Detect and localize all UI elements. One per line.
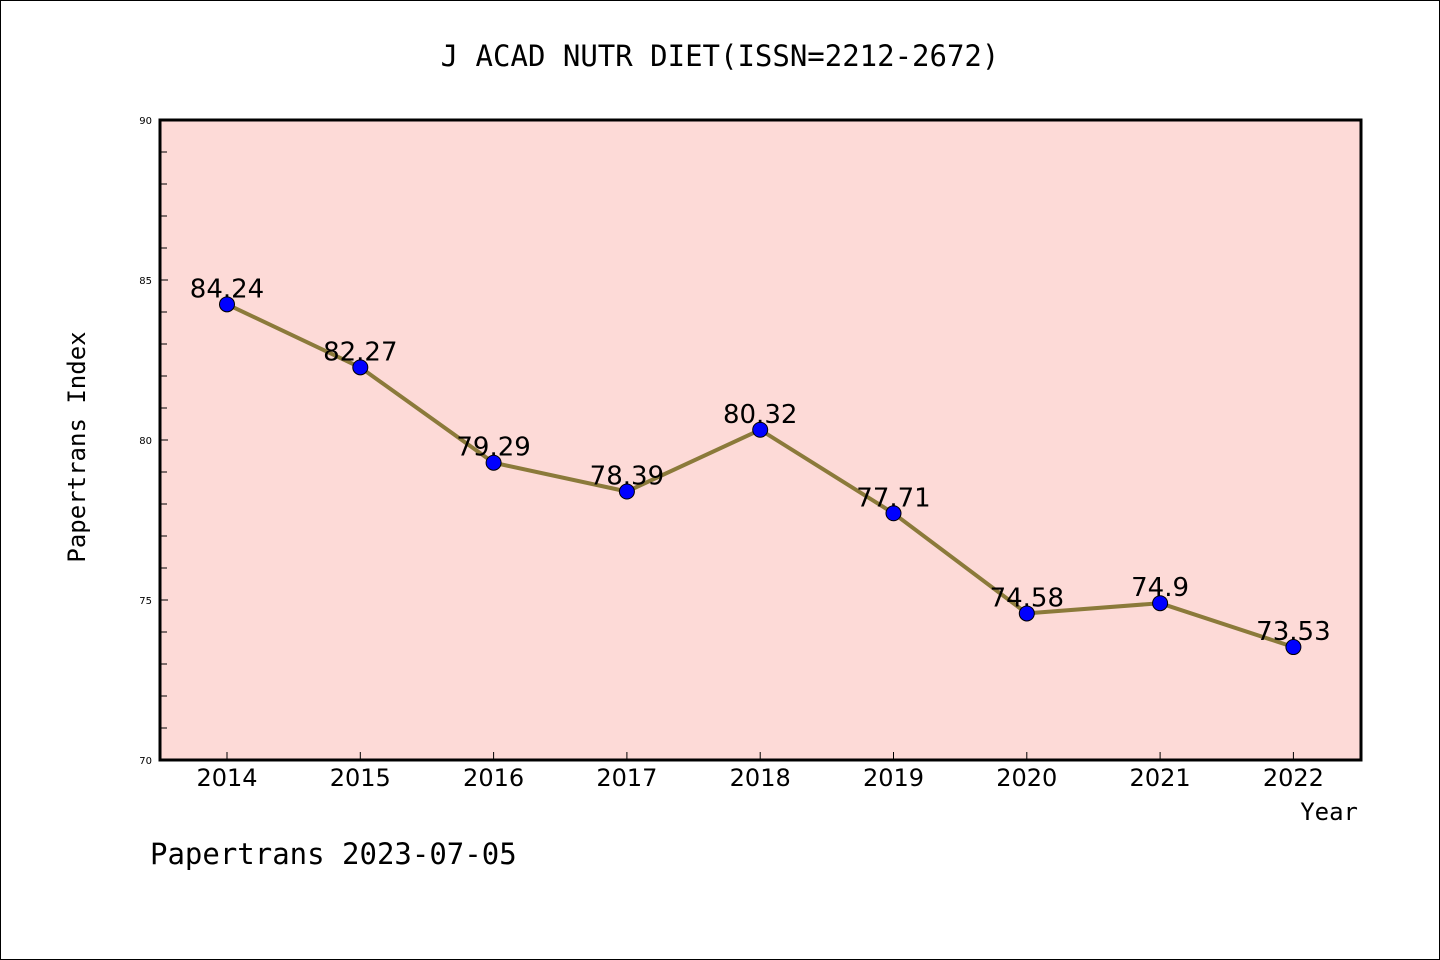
x-axis-label: Year <box>1300 798 1358 826</box>
data-point <box>752 421 769 438</box>
x-tick-label: 2014 <box>196 764 257 792</box>
data-label: 74.58 <box>990 583 1064 613</box>
data-label: 82.27 <box>323 337 397 367</box>
data-label: 74.9 <box>1131 573 1189 603</box>
data-point <box>885 505 902 522</box>
x-tick-label: 2017 <box>596 764 657 792</box>
data-labels: 84.24 82.27 79.29 78.39 80.32 77.71 74.58 74.9 7… <box>190 274 1331 647</box>
data-label: 77.71 <box>856 483 930 513</box>
chart-title: J ACAD NUTR DIET(ISSN=2212-2672) <box>441 39 1000 73</box>
plot-area <box>160 120 1361 760</box>
x-tick-label: 2015 <box>330 764 391 792</box>
data-point <box>219 296 235 313</box>
x-tick-label: 2021 <box>1130 764 1191 792</box>
x-tick-label: 2019 <box>863 764 924 792</box>
y-tick-label: 70 <box>139 756 152 767</box>
data-point <box>485 454 502 471</box>
data-point <box>1018 605 1035 622</box>
y-axis-label: Papertrans Index <box>63 331 91 562</box>
data-label: 80.32 <box>723 400 797 430</box>
x-axis: 2014 2015 2016 2017 2018 2019 2020 2021 2022 <box>196 752 1324 792</box>
data-points <box>219 296 1302 656</box>
data-point <box>618 483 635 500</box>
data-point <box>1285 639 1302 656</box>
data-point <box>352 359 369 376</box>
y-tick-label: 90 <box>139 116 152 127</box>
data-label: 78.39 <box>590 462 664 492</box>
y-tick-label: 75 <box>139 596 152 607</box>
x-tick-label: 2022 <box>1263 764 1324 792</box>
y-tick-label: 85 <box>139 276 152 287</box>
data-point <box>1152 595 1169 612</box>
data-label: 84.24 <box>190 274 264 304</box>
footer-stamp: Papertrans 2023-07-05 <box>150 837 517 871</box>
y-tick-label: 80 <box>139 436 152 447</box>
x-tick-label: 2020 <box>996 764 1057 792</box>
x-tick-label: 2016 <box>463 764 524 792</box>
data-label: 79.29 <box>456 433 530 463</box>
data-label: 73.53 <box>1256 617 1330 647</box>
x-tick-label: 2018 <box>730 764 791 792</box>
plot-border <box>158 118 1363 762</box>
